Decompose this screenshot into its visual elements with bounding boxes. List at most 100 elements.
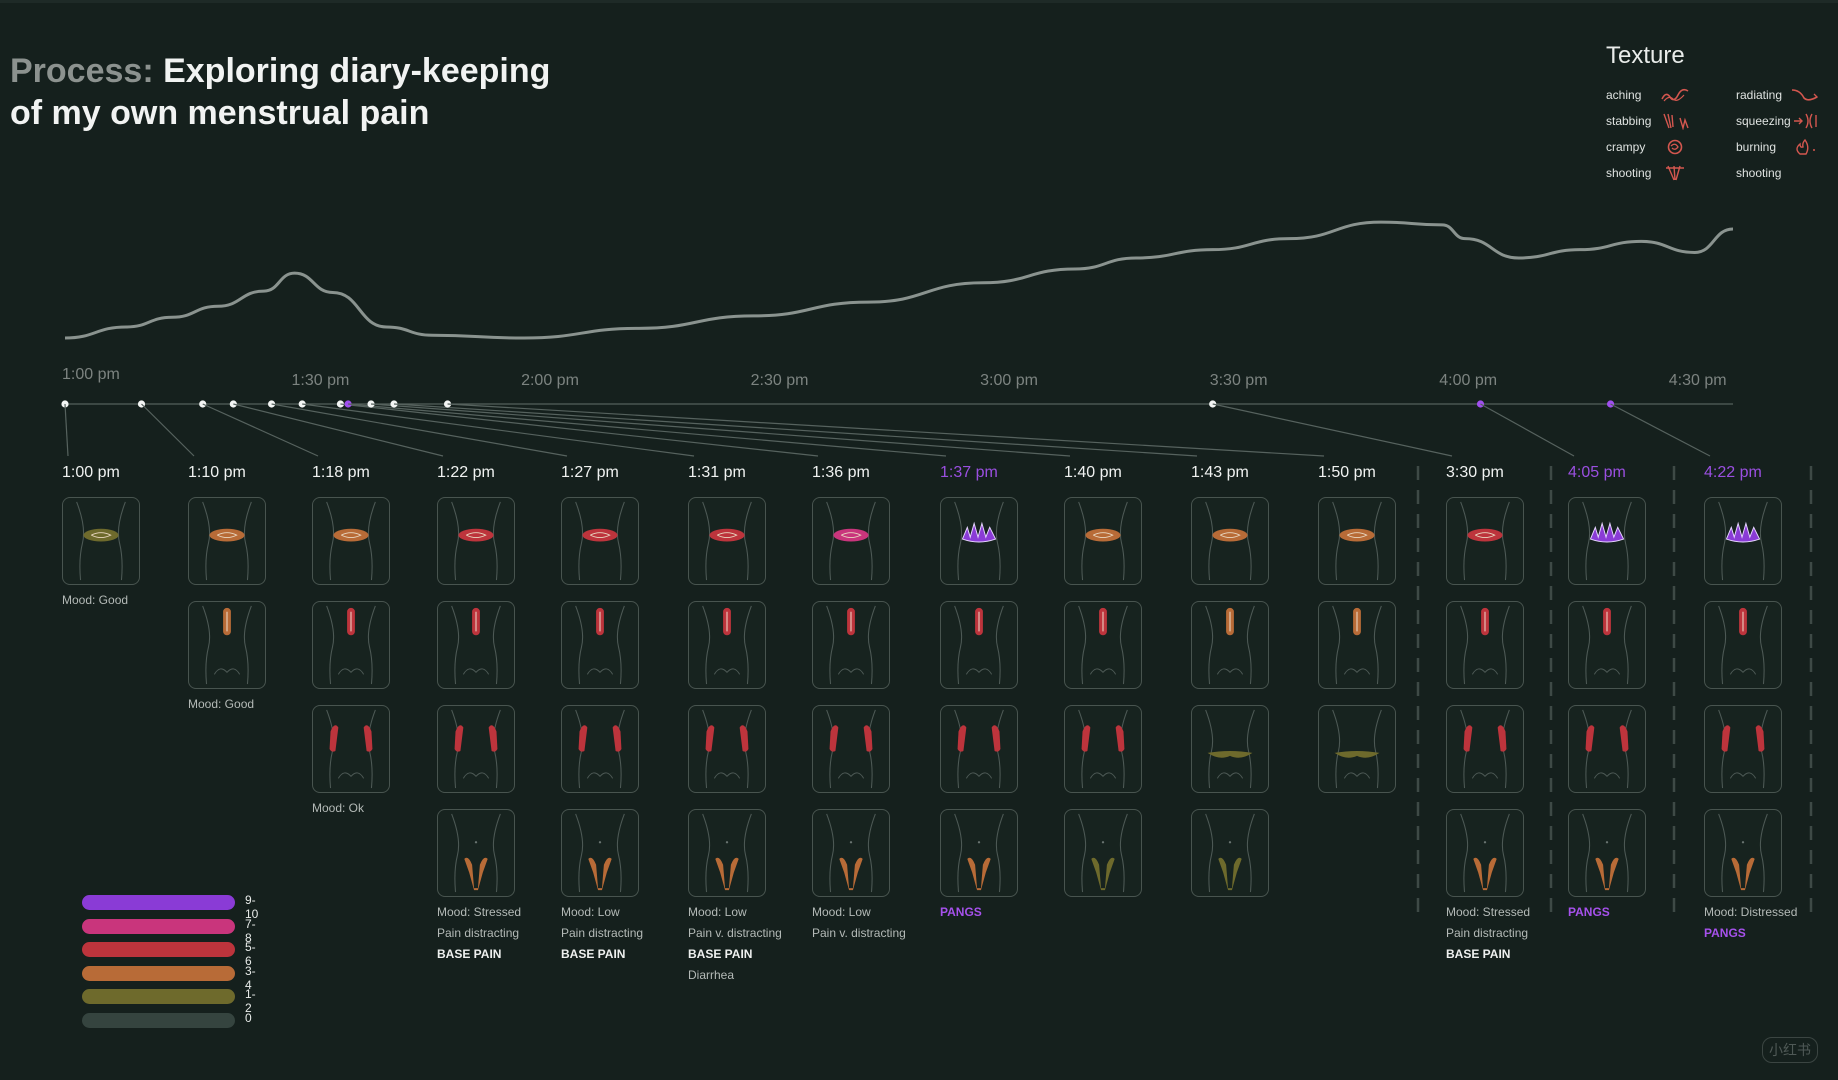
legend-label: 0: [245, 1010, 252, 1025]
texture-item-shooting: shooting: [1606, 164, 1736, 182]
note-text: Mood: Stressed: [437, 905, 522, 919]
note-text: Mood: Low: [561, 905, 620, 919]
texture-title: Texture: [1606, 42, 1685, 69]
title-line-2: of my own menstrual pain: [10, 94, 430, 132]
entry-time-label: 1:50 pm: [1318, 464, 1376, 481]
crampy-icon: [1667, 139, 1683, 155]
abdomen-cell: [1704, 497, 1782, 585]
timeline-connector: [371, 403, 1071, 457]
hip-cell: [940, 705, 1018, 793]
note-text: Mood: Good: [62, 593, 129, 607]
pelvic-cell: [1568, 809, 1646, 897]
timeline-dot: [229, 400, 237, 408]
hip-cell: [688, 705, 766, 793]
timeline-dot: [137, 400, 146, 408]
axis-tick-label: 4:30 pm: [1668, 372, 1727, 389]
note-text: Pain v. distracting: [812, 926, 906, 940]
legend-label: 5-6: [245, 940, 256, 968]
abdomen-cell: [62, 497, 140, 585]
axis-tick-label: 3:30 pm: [1209, 372, 1268, 389]
abdomen-cell: [812, 497, 890, 585]
legend-swatch-1-2: [82, 989, 235, 1004]
note-text: Mood: Low: [688, 905, 747, 919]
pangs-label: PANGS: [940, 905, 982, 919]
pelvic-cell: [437, 809, 515, 897]
timeline-connector: [141, 403, 195, 457]
axis-tick-label: 4:00 pm: [1439, 372, 1498, 389]
legend-swatch-9-10: [82, 895, 235, 910]
timeline-connector: [302, 403, 695, 457]
lower-back-cell: [312, 601, 390, 689]
legend-label: 9-10: [245, 893, 259, 921]
axis-tick-label: 2:00 pm: [521, 372, 579, 389]
timeline-connector: [202, 403, 319, 457]
hip-cell: [1446, 705, 1524, 793]
lower-back-cell: [940, 601, 1018, 689]
entry-time-label: 1:27 pm: [561, 464, 619, 481]
lower-back-cell: [1191, 601, 1269, 689]
pelvic-cell: [688, 809, 766, 897]
abdomen-cell: [940, 497, 1018, 585]
stabbing-icon: [1663, 113, 1689, 130]
entry-notes: Mood: Low Pain v. distracting: [812, 902, 906, 944]
lower-back-cell: [688, 601, 766, 689]
hip-cell: [1318, 705, 1396, 793]
abdomen-cell: [312, 497, 390, 585]
title-prefix: Process:: [10, 52, 154, 90]
entry-time-label: 1:43 pm: [1191, 464, 1249, 481]
hip-cell: [561, 705, 639, 793]
hip-cell: [1568, 705, 1646, 793]
abdomen-cell: [1318, 497, 1396, 585]
texture-item-crampy: crampy: [1606, 138, 1736, 156]
entry-time-label: 1:40 pm: [1064, 464, 1122, 481]
lower-back-cell: [1064, 601, 1142, 689]
pelvic-cell: [1064, 809, 1142, 897]
base-pain-label: BASE PAIN: [561, 947, 626, 961]
texture-label: aching: [1606, 88, 1642, 102]
note-text: Diarrhea: [688, 968, 735, 982]
entry-notes: Mood: Low Pain v. distracting BASE PAIN Dia…: [688, 902, 782, 986]
timeline-connector: [393, 403, 1198, 457]
abdomen-cell: [561, 497, 639, 585]
timeline-dot: [267, 400, 276, 408]
hip-cell: [437, 705, 515, 793]
lower-back-cell: [812, 601, 890, 689]
timeline-connector: [1480, 403, 1575, 457]
pelvic-cell: [1446, 809, 1524, 897]
axis-tick-label: 2:30 pm: [750, 372, 809, 389]
timeline-dot: [390, 400, 398, 408]
legend-swatch-7-8: [82, 918, 235, 934]
entry-time-label: 1:22 pm: [437, 464, 495, 481]
pelvic-cell: [812, 809, 890, 897]
pelvic-cell: [940, 809, 1018, 897]
entry-time-label: 1:18 pm: [312, 464, 370, 481]
timeline-connector: [1610, 403, 1711, 457]
texture-item-squeezing: squeezing: [1736, 112, 1836, 130]
timeline-connector: [447, 403, 1325, 457]
legend-label: 7-8: [245, 916, 256, 945]
intensity-curve: [64, 220, 1734, 340]
pangs-label: PANGS: [1568, 905, 1610, 919]
legend-swatch-0: [82, 1012, 235, 1028]
entry-notes: Mood: Good: [62, 590, 128, 611]
texture-label: radiating: [1736, 88, 1783, 102]
axis-tick-label: 1:00 pm: [62, 366, 120, 383]
timeline-connector: [340, 403, 819, 457]
base-pain-label: BASE PAIN: [1446, 947, 1511, 961]
abdomen-cell: [1191, 497, 1269, 585]
entry-notes: Mood: Low Pain distracting BASE PAIN: [561, 902, 643, 965]
note-text: Mood: Low: [812, 905, 871, 919]
timeline-dot: [1606, 400, 1615, 408]
entry-time-label: 4:22 pm: [1704, 464, 1762, 481]
abdomen-cell: [1064, 497, 1142, 585]
top-divider: [0, 0, 1838, 3]
note-text: Mood: Stressed: [1446, 905, 1531, 919]
texture-item-radiating: radiating: [1736, 86, 1836, 104]
entry-notes: PANGS: [1568, 902, 1610, 923]
entry-time-label: 1:31 pm: [688, 464, 746, 481]
note-text: Mood: Distressed: [1704, 905, 1798, 919]
legend-label: 3-4: [245, 963, 256, 992]
lower-back-cell: [1568, 601, 1646, 689]
note-text: Pain v. distracting: [688, 926, 782, 940]
